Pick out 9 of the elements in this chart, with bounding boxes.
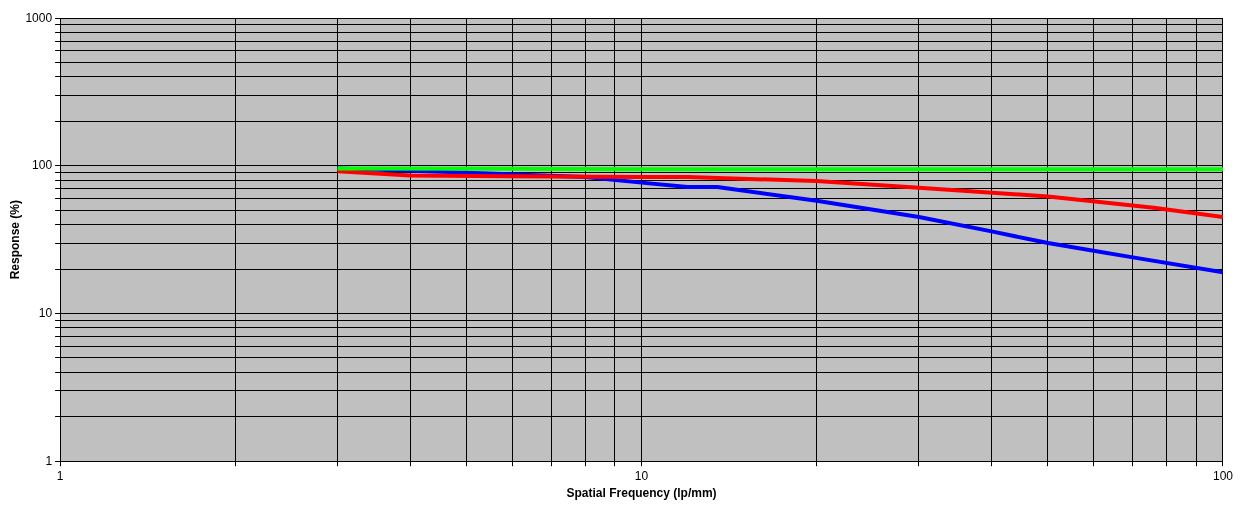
y-axis-title: Response (%) (7, 200, 22, 280)
y-tick-label: 1 (45, 453, 53, 468)
x-axis-title: Spatial Frequency (lp/mm) (566, 486, 717, 501)
y-tick-label: 100 (32, 158, 53, 173)
x-tick-label: 10 (634, 468, 649, 483)
x-tick-label: 100 (1212, 468, 1234, 483)
y-tick-label: 10 (38, 305, 53, 320)
x-tick-label: 1 (56, 468, 64, 483)
y-tick-label: 1000 (25, 10, 53, 25)
